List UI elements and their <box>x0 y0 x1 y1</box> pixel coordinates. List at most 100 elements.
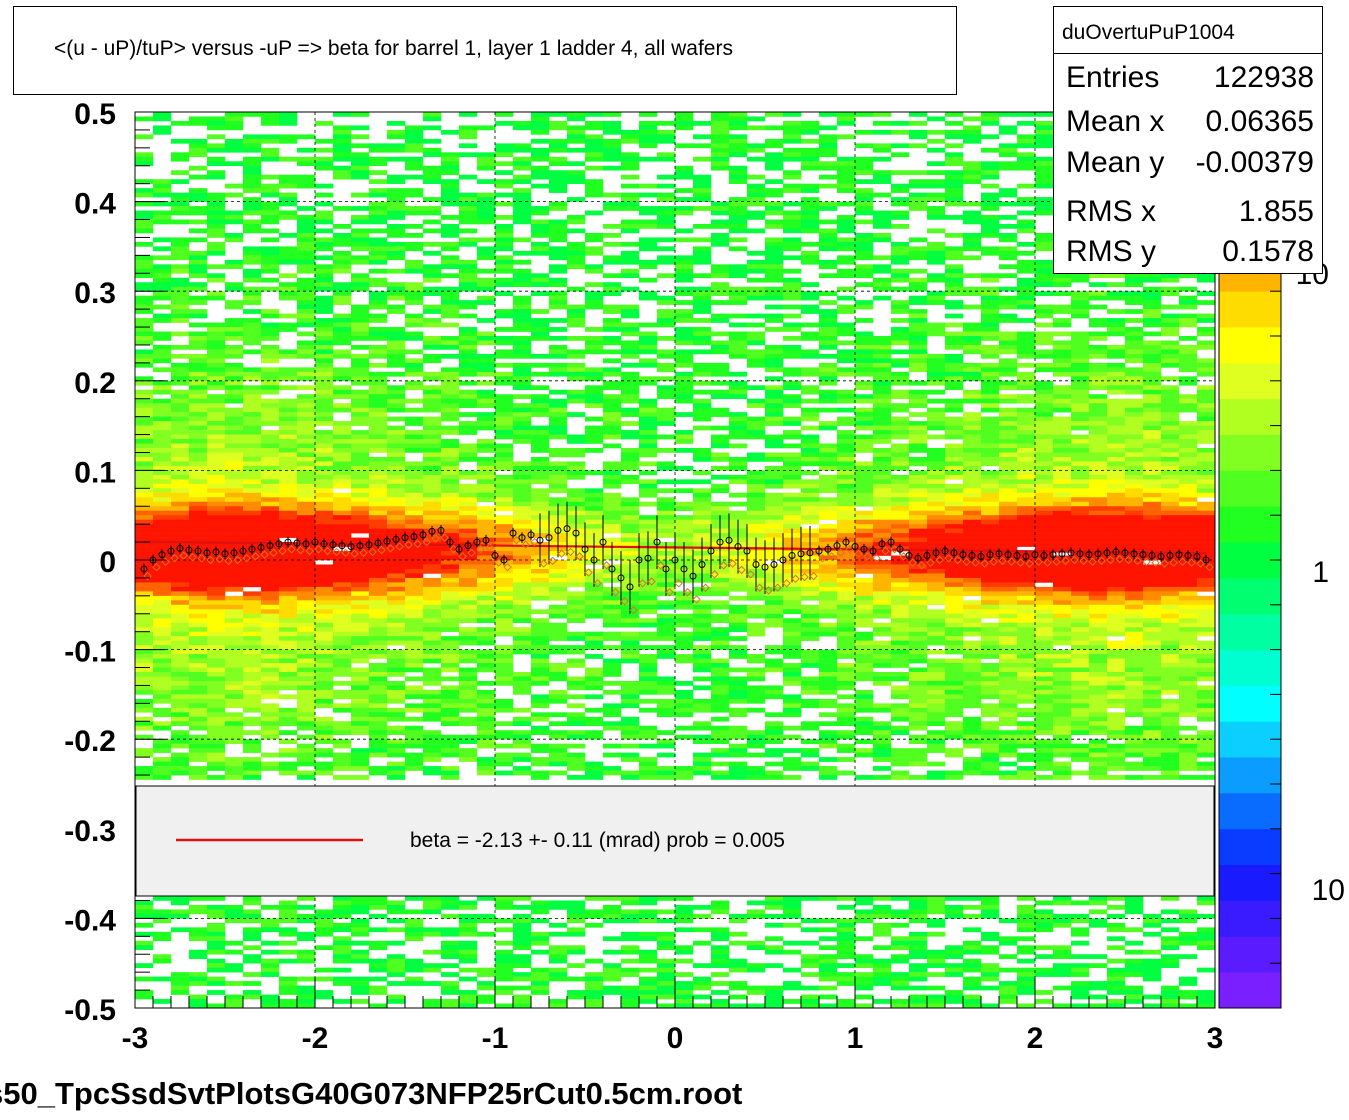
heatmap-cell <box>693 766 712 771</box>
heatmap-cell <box>423 654 442 659</box>
heatmap-cell <box>747 627 766 632</box>
heatmap-cell <box>477 972 496 977</box>
heatmap-cell <box>567 604 586 610</box>
heatmap-cell <box>315 515 334 520</box>
heatmap-cell <box>315 685 334 691</box>
heatmap-cell <box>369 456 388 462</box>
heatmap-cell <box>171 649 190 655</box>
heatmap-cell <box>405 927 424 933</box>
heatmap-cell <box>189 412 208 417</box>
heatmap-cell <box>351 685 370 691</box>
heatmap-cell <box>153 586 172 592</box>
heatmap-cell <box>261 497 280 503</box>
heatmap-cell <box>621 618 640 624</box>
heatmap-cell <box>225 232 244 238</box>
heatmap-cell <box>549 452 568 458</box>
heatmap-cell <box>225 766 244 771</box>
heatmap-cell <box>297 286 316 292</box>
heatmap-cell <box>369 533 388 538</box>
heatmap-cell <box>207 555 226 561</box>
heatmap-cell <box>189 636 208 641</box>
heatmap-cell <box>711 394 730 400</box>
heatmap-cell <box>729 510 748 516</box>
heatmap-cell <box>585 188 604 193</box>
heatmap-cell <box>585 528 604 534</box>
heatmap-cell <box>585 179 604 184</box>
heatmap-cell <box>243 555 262 561</box>
heatmap-cell <box>783 336 802 341</box>
heatmap-cell <box>279 510 298 516</box>
heatmap-cell <box>261 716 280 722</box>
heatmap-cell <box>153 672 172 677</box>
heatmap-cell <box>819 613 838 619</box>
heatmap-cell <box>441 694 460 700</box>
heatmap-cell <box>585 327 604 332</box>
heatmap-cell <box>657 434 676 440</box>
heatmap-cell <box>189 336 208 341</box>
heatmap-cell <box>279 609 298 615</box>
heatmap-cell <box>441 586 460 592</box>
heatmap-cell <box>279 134 298 140</box>
heatmap-cell <box>387 331 406 337</box>
heatmap-cell <box>657 479 676 485</box>
heatmap-cell <box>459 900 478 906</box>
heatmap-cell <box>747 739 766 744</box>
heatmap-cell <box>207 927 226 933</box>
heatmap-cell <box>747 913 766 919</box>
heatmap-cell <box>801 501 820 507</box>
heatmap-cell <box>441 712 460 718</box>
heatmap-cell <box>315 913 334 919</box>
heatmap-cell <box>765 770 784 776</box>
heatmap-cell <box>549 174 568 180</box>
heatmap-cell <box>423 336 442 341</box>
heatmap-cell <box>531 676 550 682</box>
heatmap-cell <box>837 407 856 413</box>
heatmap-cell <box>513 927 532 933</box>
heatmap-cell <box>639 340 658 346</box>
heatmap-cell <box>135 219 154 225</box>
heatmap-cell <box>153 636 172 641</box>
heatmap-cell <box>189 537 208 543</box>
heatmap-cell <box>387 488 406 494</box>
heatmap-cell <box>261 519 280 525</box>
heatmap-cell <box>387 909 406 915</box>
heatmap-cell <box>675 949 694 955</box>
heatmap-cell <box>585 232 604 238</box>
heatmap-cell <box>225 318 244 323</box>
heatmap-cell <box>333 725 352 731</box>
heatmap-cell <box>549 206 568 211</box>
heatmap-cell <box>135 940 154 946</box>
heatmap-cell <box>819 976 838 982</box>
heatmap-cell <box>729 224 748 229</box>
heatmap-cell <box>369 510 388 516</box>
heatmap-cell <box>837 237 856 243</box>
heatmap-cell <box>387 595 406 601</box>
heatmap-cell <box>279 752 298 758</box>
heatmap-cell <box>207 676 226 682</box>
heatmap-cell <box>153 403 172 408</box>
heatmap-cell <box>135 528 154 534</box>
heatmap-cell <box>621 515 640 520</box>
heatmap-cell <box>459 999 478 1004</box>
heatmap-cell <box>819 376 838 382</box>
heatmap-cell <box>405 573 424 579</box>
heatmap-cell <box>135 976 154 982</box>
heatmap-cell <box>171 425 190 431</box>
heatmap-cell <box>189 295 208 301</box>
heatmap-cell <box>513 461 532 467</box>
heatmap-cell <box>657 730 676 736</box>
heatmap-cell <box>675 277 694 283</box>
heatmap-cell <box>477 546 496 552</box>
heatmap-cell <box>603 667 622 673</box>
heatmap-cell <box>747 425 766 431</box>
heatmap-cell <box>819 394 838 400</box>
heatmap-cell <box>315 443 334 449</box>
heatmap-cell <box>531 434 550 440</box>
heatmap-cell <box>297 318 316 323</box>
heatmap-cell <box>369 515 388 520</box>
heatmap-cell <box>423 206 442 211</box>
heatmap-cell <box>585 667 604 673</box>
heatmap-cell <box>837 707 856 713</box>
heatmap-cell <box>531 775 550 780</box>
heatmap-cell <box>315 658 334 664</box>
